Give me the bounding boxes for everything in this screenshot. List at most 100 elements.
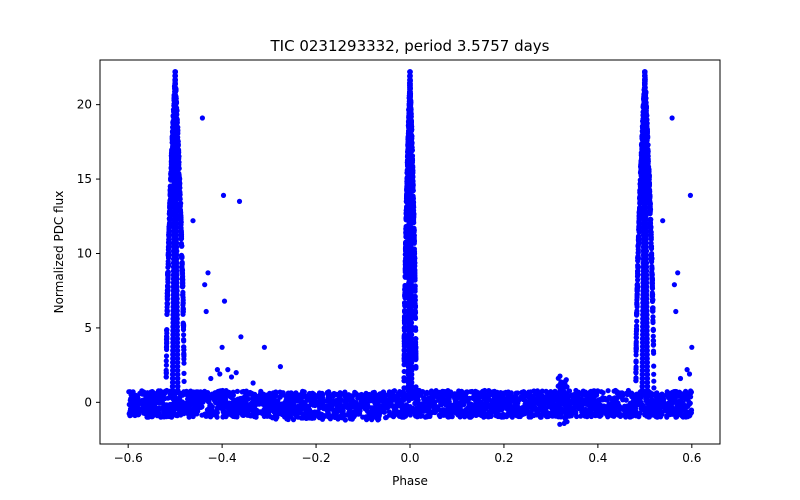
flare-point xyxy=(649,271,655,277)
flare-point xyxy=(412,304,418,310)
flare-edge-point xyxy=(174,272,180,278)
outlier-point xyxy=(225,367,231,373)
flare-point xyxy=(401,378,407,384)
flare-edge-point xyxy=(174,276,180,282)
flare-point xyxy=(650,305,656,311)
flare-edge-point xyxy=(174,343,181,350)
flare-point xyxy=(165,253,172,259)
baseline-point xyxy=(520,405,526,411)
flare-point xyxy=(649,283,656,289)
baseline-point xyxy=(326,406,332,412)
baseline-point xyxy=(598,389,604,395)
dip-point xyxy=(562,407,568,413)
flare-edge-point xyxy=(643,292,650,298)
flare-point xyxy=(163,344,170,350)
flare-edge-point xyxy=(644,347,650,354)
baseline-point xyxy=(658,414,664,420)
flare-edge-point xyxy=(642,93,648,99)
baseline-point xyxy=(434,390,440,397)
baseline-point xyxy=(374,415,380,421)
flare-edge-point xyxy=(639,383,646,390)
baseline-point xyxy=(128,392,135,398)
baseline-point xyxy=(580,388,586,394)
baseline-point xyxy=(403,405,409,411)
flare-edge-point xyxy=(408,343,415,350)
flare-point xyxy=(635,258,641,264)
baseline-point xyxy=(444,406,451,413)
baseline-point xyxy=(154,405,160,412)
baseline-point xyxy=(425,405,432,411)
baseline-point xyxy=(172,395,178,401)
baseline-point xyxy=(338,391,344,397)
baseline-point xyxy=(234,414,240,420)
baseline-point xyxy=(679,413,685,419)
outlier-point xyxy=(203,308,209,315)
baseline-point xyxy=(341,398,347,404)
flare-point xyxy=(164,290,170,296)
y-axis-label: Normalized PDC flux xyxy=(52,191,66,314)
baseline-point xyxy=(515,406,522,412)
baseline-point xyxy=(290,417,297,423)
outlier-point xyxy=(684,367,690,373)
flare-edge-point xyxy=(170,363,176,370)
baseline-point xyxy=(266,408,272,414)
baseline-point xyxy=(593,405,599,411)
baseline-point xyxy=(305,409,311,415)
flare-edge-point xyxy=(408,323,415,330)
baseline-point xyxy=(435,397,442,403)
flare-point xyxy=(649,276,655,282)
x-tick-label: 0.4 xyxy=(588,451,607,465)
baseline-point xyxy=(592,413,599,419)
flare-edge-point xyxy=(644,308,650,314)
flare-edge-point xyxy=(643,248,650,254)
flare-point xyxy=(650,297,656,303)
baseline-point xyxy=(412,400,418,407)
baseline-point xyxy=(620,397,626,403)
baseline-point xyxy=(292,405,298,411)
outlier-point xyxy=(261,344,267,350)
flare-edge-point xyxy=(170,335,176,342)
outlier-point xyxy=(220,192,227,198)
flare-point xyxy=(178,217,184,223)
baseline-point xyxy=(139,388,145,394)
flare-point xyxy=(635,263,641,269)
flare-point xyxy=(413,336,419,342)
dip-point xyxy=(558,414,564,420)
flare-point xyxy=(178,240,184,247)
baseline-point xyxy=(327,413,334,419)
flare-point xyxy=(633,346,639,352)
flare-edge-point xyxy=(173,224,180,230)
flare-edge-point xyxy=(643,276,650,282)
flare-edge-point xyxy=(644,359,650,366)
baseline-point xyxy=(272,394,278,400)
baseline-point xyxy=(316,393,322,400)
flare-edge-point xyxy=(174,288,180,294)
baseline-point xyxy=(461,402,467,408)
baseline-point xyxy=(362,406,368,412)
baseline-point xyxy=(596,401,602,407)
baseline-point xyxy=(585,391,592,397)
baseline-point xyxy=(645,392,651,398)
flare-point xyxy=(178,222,184,228)
flare-edge-point xyxy=(408,371,415,378)
baseline-point xyxy=(363,395,369,402)
baseline-point xyxy=(654,390,660,396)
flare-point xyxy=(633,340,639,347)
flare-edge-point xyxy=(170,367,176,374)
baseline-point xyxy=(615,409,621,415)
flare-point xyxy=(649,266,655,272)
dip-point xyxy=(557,390,563,396)
flare-edge-point xyxy=(644,327,650,334)
flare-edge-point xyxy=(174,280,180,286)
flare-edge-point xyxy=(639,371,646,378)
flare-edge-point xyxy=(170,347,176,354)
baseline-point xyxy=(621,392,627,398)
baseline-point xyxy=(300,388,306,394)
baseline-point xyxy=(247,389,253,396)
baseline-point xyxy=(665,400,671,406)
baseline-point xyxy=(588,413,595,420)
dip-point xyxy=(555,375,561,381)
baseline-point xyxy=(149,389,155,395)
flare-edge-point xyxy=(639,355,646,362)
flare-point xyxy=(401,338,407,344)
